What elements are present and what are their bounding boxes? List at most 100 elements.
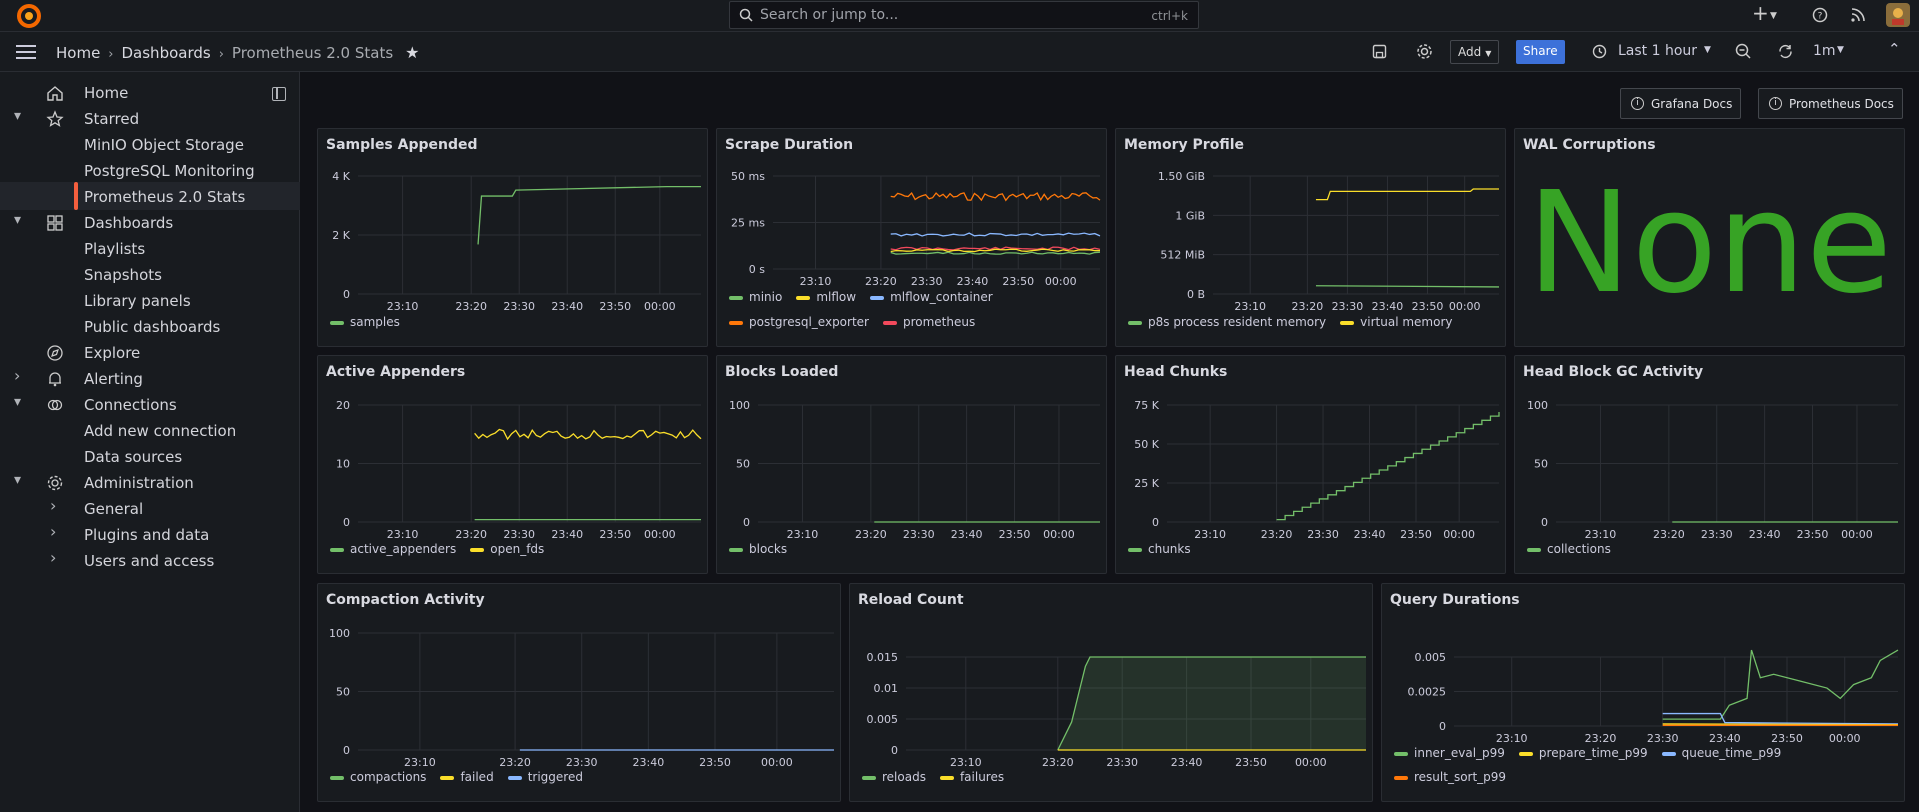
new-chevron-down-icon[interactable]: ▼ bbox=[1770, 11, 1777, 21]
chevron-right-icon[interactable]: › bbox=[50, 496, 57, 515]
dock-menu-icon[interactable] bbox=[272, 87, 286, 101]
sidebar-item-general[interactable]: › General bbox=[0, 494, 300, 522]
chart-plot[interactable]: 1.50 GiB 1 GiB 512 MiB 0 B 23:10 23:20 23:30 23… bbox=[1116, 129, 1507, 348]
legend-item[interactable]: minio bbox=[729, 290, 782, 304]
chevron-down-icon[interactable]: ▾ bbox=[14, 212, 22, 228]
panel-blocks[interactable]: Blocks Loaded 100 50 0 23:10 23:20 23:30 23:40 2… bbox=[716, 355, 1107, 574]
legend-item[interactable]: active_appenders bbox=[330, 542, 456, 556]
legend-item[interactable]: p8s process resident memory bbox=[1128, 315, 1326, 329]
legend-swatch bbox=[939, 775, 954, 780]
new-plus-icon[interactable]: + bbox=[1752, 1, 1769, 25]
breadcrumb-dashboards[interactable]: Dashboards bbox=[121, 44, 211, 62]
legend-item[interactable]: virtual memory bbox=[1340, 315, 1452, 329]
prometheus-docs-link[interactable]: i Prometheus Docs bbox=[1758, 88, 1903, 119]
sidebar-item-add-new-connection[interactable]: Add new connection bbox=[0, 416, 300, 444]
legend-item[interactable]: blocks bbox=[729, 542, 787, 556]
chevron-down-icon[interactable]: ▾ bbox=[14, 472, 22, 488]
refresh-interval-picker[interactable]: 1m bbox=[1813, 43, 1836, 59]
sidebar-item-administration[interactable]: ▾ Administration bbox=[0, 468, 300, 496]
panel-query[interactable]: Query Durations 0.005 0.0025 0 23:10 23:20 23:… bbox=[1381, 583, 1905, 802]
panel-chunks[interactable]: Head Chunks 75 K 50 K 25 K 0 23:10 23:20 23:30 2… bbox=[1115, 355, 1506, 574]
chart-plot[interactable]: 100 50 0 23:10 23:20 23:30 23:40 23:50 00:00 bbox=[717, 356, 1108, 575]
chevron-down-icon[interactable]: ▾ bbox=[14, 394, 22, 410]
sidebar-item-label: Snapshots bbox=[84, 266, 162, 284]
sidebar-item-public-dashboards[interactable]: Public dashboards bbox=[0, 312, 300, 340]
news-rss-icon[interactable] bbox=[1851, 8, 1865, 22]
search-placeholder: Search or jump to... bbox=[760, 7, 899, 23]
legend-item[interactable]: collections bbox=[1527, 542, 1611, 556]
sidebar-item-data-sources[interactable]: Data sources bbox=[0, 442, 300, 470]
sidebar-item-home[interactable]: Home bbox=[0, 78, 300, 106]
chevron-right-icon[interactable]: › bbox=[50, 548, 57, 567]
panel-memory[interactable]: Memory Profile 1.50 GiB 1 GiB 512 MiB 0 B 23:… bbox=[1115, 128, 1506, 347]
chevron-right-icon[interactable]: › bbox=[50, 522, 57, 541]
panel-scrape[interactable]: Scrape Duration 50 ms 25 ms 0 s 23:10 23:20 23… bbox=[716, 128, 1107, 347]
refresh-icon[interactable] bbox=[1777, 43, 1794, 60]
time-range-chevron-down-icon[interactable]: ▼ bbox=[1704, 45, 1711, 55]
chart-plot[interactable]: 100 50 0 23:10 23:20 23:30 23:40 23:50 00:00 bbox=[318, 584, 842, 803]
user-avatar[interactable] bbox=[1886, 3, 1910, 27]
chevron-right-icon[interactable]: › bbox=[14, 366, 21, 385]
chart-plot[interactable]: 100 50 0 23:10 23:20 23:30 23:40 23:50 00:00 bbox=[1515, 356, 1906, 575]
sidebar-item-prometheus-2-0-stats[interactable]: Prometheus 2.0 Stats bbox=[0, 182, 300, 210]
legend-item[interactable]: queue_time_p99 bbox=[1661, 746, 1781, 760]
sidebar-item-alerting[interactable]: › Alerting bbox=[0, 364, 300, 392]
legend-item[interactable]: chunks bbox=[1128, 542, 1191, 556]
legend-item[interactable]: mlflow bbox=[796, 290, 856, 304]
sidebar-item-minio-object-storage[interactable]: MinIO Object Storage bbox=[0, 130, 300, 158]
zoom-out-icon[interactable] bbox=[1735, 43, 1752, 60]
panel-reload[interactable]: Reload Count 0.015 0.01 0.005 0 23:10 23:20 23:… bbox=[849, 583, 1373, 802]
refresh-interval-chevron-down-icon[interactable]: ▼ bbox=[1837, 45, 1844, 55]
legend-item[interactable]: reloads bbox=[862, 770, 926, 784]
sidebar-item-snapshots[interactable]: Snapshots bbox=[0, 260, 300, 288]
panel-appenders[interactable]: Active Appenders 20 10 0 23:10 23:20 23:30 23:4… bbox=[317, 355, 708, 574]
sidebar-item-playlists[interactable]: Playlists bbox=[0, 234, 300, 262]
legend-item[interactable]: prepare_time_p99 bbox=[1518, 746, 1648, 760]
chart-plot[interactable]: 50 ms 25 ms 0 s 23:10 23:20 23:30 23:40 23:50 00… bbox=[717, 129, 1108, 348]
add-button[interactable]: Add ▼ bbox=[1450, 40, 1500, 64]
sidebar-item-explore[interactable]: Explore bbox=[0, 338, 300, 366]
legend-item[interactable]: open_fds bbox=[470, 542, 544, 556]
legend-item[interactable]: mlflow_container bbox=[870, 290, 993, 304]
y-tick-label: 50 K bbox=[1134, 438, 1159, 451]
sidebar-item-plugins-and-data[interactable]: › Plugins and data bbox=[0, 520, 300, 548]
legend-item[interactable]: prometheus bbox=[882, 315, 975, 329]
panel-wal[interactable]: WAL Corruptions None bbox=[1514, 128, 1905, 347]
sidebar-item-starred[interactable]: ▾ Starred bbox=[0, 104, 300, 132]
collapse-chevron-up-icon[interactable]: ⌃ bbox=[1888, 40, 1901, 58]
settings-gear-icon[interactable] bbox=[1416, 43, 1433, 60]
panel-samples[interactable]: Samples Appended 4 K 2 K 0 23:10 23:20 23:30 23… bbox=[317, 128, 708, 347]
sidebar-item-users-and-access[interactable]: › Users and access bbox=[0, 546, 300, 574]
chart-plot[interactable]: 20 10 0 23:10 23:20 23:30 23:40 23:50 00:00 bbox=[318, 356, 709, 575]
legend-item[interactable]: postgresql_exporter bbox=[729, 315, 869, 329]
grafana-docs-link[interactable]: i Grafana Docs bbox=[1620, 88, 1742, 119]
chart-plot[interactable]: 75 K 50 K 25 K 0 23:10 23:20 23:30 23:40 23:50 00… bbox=[1116, 356, 1507, 575]
menu-toggle-icon[interactable] bbox=[16, 45, 36, 59]
panel-compaction[interactable]: Compaction Activity 100 50 0 23:10 23:20 23:30… bbox=[317, 583, 841, 802]
sidebar-item-dashboards[interactable]: ▾ Dashboards bbox=[0, 208, 300, 236]
save-icon[interactable] bbox=[1372, 44, 1387, 59]
starred-star-icon[interactable]: ★ bbox=[405, 43, 420, 62]
help-icon[interactable]: ? bbox=[1812, 7, 1828, 23]
sidebar-item-connections[interactable]: ▾ Connections bbox=[0, 390, 300, 418]
panel-gc[interactable]: Head Block GC Activity 100 50 0 23:10 23:20 23… bbox=[1514, 355, 1905, 574]
chart-plot[interactable]: 0.005 0.0025 0 23:10 23:20 23:30 23:40 23:50 00:… bbox=[1382, 584, 1906, 803]
legend-item[interactable]: result_sort_p99 bbox=[1394, 770, 1506, 784]
legend-item[interactable]: compactions bbox=[330, 770, 426, 784]
sidebar-item-postgresql-monitoring-dash[interactable]: PostgreSQL Monitoring Dash... bbox=[0, 156, 300, 198]
time-range-picker[interactable]: Last 1 hour bbox=[1618, 43, 1698, 59]
sidebar-item-library-panels[interactable]: Library panels bbox=[0, 286, 300, 314]
breadcrumb-home[interactable]: Home bbox=[56, 44, 101, 62]
grafana-logo-icon[interactable] bbox=[16, 3, 42, 29]
legend-item[interactable]: failures bbox=[939, 770, 1004, 784]
legend-item[interactable]: triggered bbox=[507, 770, 583, 784]
chart-plot[interactable]: 0.015 0.01 0.005 0 23:10 23:20 23:30 23:40 23:50… bbox=[850, 584, 1374, 803]
legend-item[interactable]: failed bbox=[440, 770, 494, 784]
search-input[interactable]: Search or jump to... ctrl+k bbox=[729, 1, 1199, 29]
legend-item[interactable]: samples bbox=[330, 315, 400, 329]
chart-plot[interactable]: 4 K 2 K 0 23:10 23:20 23:30 23:40 23:50 00:00 bbox=[318, 129, 709, 348]
star-icon bbox=[46, 110, 64, 127]
chevron-down-icon[interactable]: ▾ bbox=[14, 108, 22, 124]
legend-item[interactable]: inner_eval_p99 bbox=[1394, 746, 1505, 760]
share-button[interactable]: Share bbox=[1516, 40, 1565, 64]
